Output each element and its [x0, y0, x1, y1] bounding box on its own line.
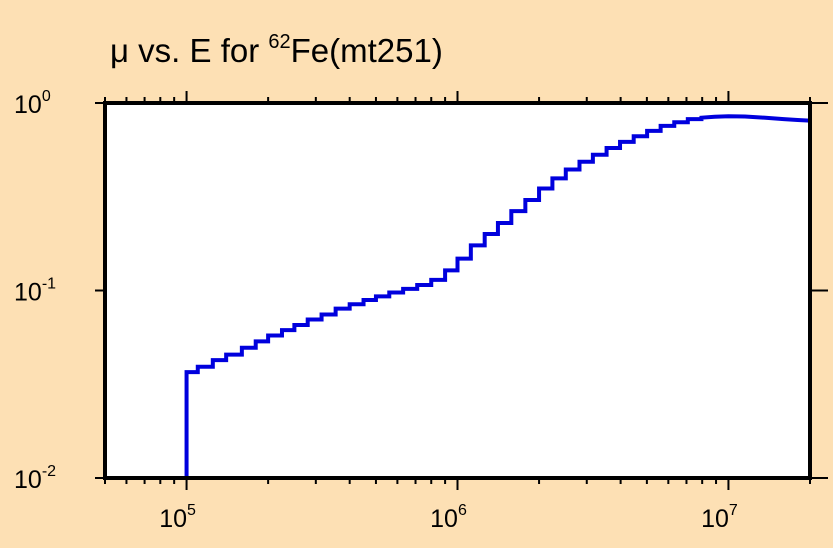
chart-title-prefix: μ vs. E for — [110, 32, 268, 69]
x-tick-label: 106 — [430, 502, 467, 533]
chart-title-suffix: Fe(mt251) — [291, 32, 443, 69]
tick-labels: 105 106 107 100 10-1 10-2 — [14, 88, 738, 533]
chart-title-superscript: 62 — [268, 31, 290, 53]
series-line — [184, 114, 812, 478]
chart-title: μ vs. E for 62Fe(mt251) — [110, 31, 443, 69]
plot-frame — [103, 101, 812, 480]
x-tick-label: 105 — [159, 502, 196, 533]
y-tick-label: 100 — [14, 88, 51, 119]
y-tick-label: 10-2 — [14, 463, 56, 494]
y-tick-label: 10-1 — [14, 276, 56, 307]
x-tick-label: 107 — [701, 502, 738, 533]
plot-area — [105, 103, 810, 478]
